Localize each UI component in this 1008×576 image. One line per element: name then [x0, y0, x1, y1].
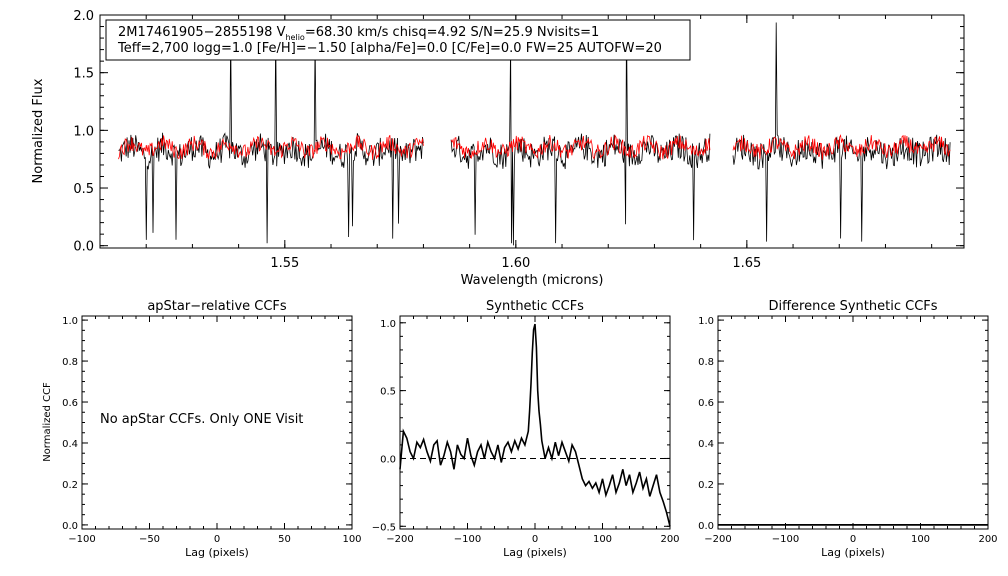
synthetic-axes-frame: [399, 315, 671, 530]
y-tick-label: 0.0: [698, 521, 714, 532]
spectrum-ylabel: Normalized Flux: [31, 78, 46, 183]
x-tick-label: 50: [278, 534, 291, 545]
y-tick-label: −0.5: [372, 522, 396, 533]
apstar-no-data-note: No apStar CCFs. Only ONE Visit: [100, 412, 303, 427]
apstar-xlabel: Lag (pixels): [185, 546, 249, 559]
y-tick-label: 1.0: [73, 124, 94, 139]
difference-ticks: −200 −100 0 100 200 0.0 0.2 0.4 0.6 0.8 1.0: [698, 316, 998, 545]
y-tick-label: 0.0: [73, 240, 94, 255]
synthetic-ticks: −200 −100 0 100 200 −0.5 0.0 0.5 1.0: [372, 316, 680, 545]
difference-xlabel: Lag (pixels): [821, 546, 885, 559]
x-tick-label: −100: [68, 534, 95, 545]
difference-title: Difference Synthetic CCFs: [768, 299, 937, 314]
x-tick-label: 0: [214, 534, 220, 545]
synthetic-ccf-panel: −200 −100 0 100 200 −0.5 0.0 0.5 1.0 Synthetic C…: [372, 299, 680, 559]
synthetic-series: [399, 323, 671, 527]
y-tick-label: 1.0: [698, 316, 714, 327]
y-tick-label: 0.6: [698, 398, 714, 409]
x-tick-label: −50: [139, 534, 160, 545]
x-tick-label: 200: [978, 534, 997, 545]
spectrum-model-line: [118, 134, 951, 160]
synthetic-ccf-line: [399, 323, 671, 527]
y-tick-label: 0.6: [62, 398, 78, 409]
y-tick-label: 0.0: [62, 521, 78, 532]
spectrum-annotation-box: 2M17461905−2855198 Vhelio=68.30 km/s chi…: [105, 19, 691, 61]
spectrum-xlabel: Wavelength (microns): [461, 273, 604, 288]
x-tick-label: 200: [660, 534, 679, 545]
apstar-title: apStar−relative CCFs: [147, 299, 287, 314]
y-tick-label: 0.5: [380, 387, 396, 398]
y-tick-label: 0.8: [62, 357, 78, 368]
y-tick-label: 0.4: [698, 439, 714, 450]
apstar-ticks: −100 −50 0 50 100 0.0 0.2 0.4 0.6 0.8 1.0: [62, 316, 362, 545]
x-tick-label: −200: [386, 534, 413, 545]
annotation-line1-a: 2M17461905−2855198 V: [118, 25, 286, 40]
apstar-ylabel: Normalized CCF: [42, 382, 53, 462]
x-tick-label: 0: [850, 534, 856, 545]
spectrum-series: [118, 15, 951, 246]
spectrum-axes-frame: [99, 14, 965, 249]
y-tick-label: 1.5: [73, 67, 94, 82]
annotation-line1: 2M17461905−2855198 Vhelio=68.30 km/s chi…: [118, 25, 599, 42]
x-tick-label: 0: [532, 534, 538, 545]
x-tick-label: 100: [342, 534, 361, 545]
y-tick-label: 0.8: [698, 357, 714, 368]
x-tick-label: 1.55: [270, 256, 299, 271]
x-tick-label: 1.60: [501, 256, 530, 271]
synthetic-title: Synthetic CCFs: [486, 299, 584, 314]
annotation-line1-b: =68.30 km/s chisq=4.92 S/N=25.9 Nvisits=…: [305, 25, 600, 40]
y-tick-label: 0.5: [73, 182, 94, 197]
spectrum-ticks: 1.55 1.60 1.65 0.0 0.5 1.0 1.5 2.0: [73, 9, 964, 271]
spectrum-panel: 1.55 1.60 1.65 0.0 0.5 1.0 1.5 2.0 2M17461905−2…: [31, 9, 965, 288]
y-tick-label: 1.0: [62, 316, 78, 327]
x-tick-label: 100: [911, 534, 930, 545]
annotation-line2: Teff=2,700 logg=1.0 [Fe/H]=−1.50 [alpha/…: [117, 41, 662, 56]
y-tick-label: 0.2: [62, 480, 78, 491]
y-tick-label: 0.0: [380, 454, 396, 465]
x-tick-label: −200: [704, 534, 731, 545]
y-tick-label: 0.4: [62, 439, 78, 450]
x-tick-label: 1.65: [732, 256, 761, 271]
x-tick-label: −100: [772, 534, 799, 545]
y-tick-label: 2.0: [73, 9, 94, 24]
difference-ccf-panel: −200 −100 0 100 200 0.0 0.2 0.4 0.6 0.8 1.0 Differ…: [698, 299, 997, 559]
y-tick-label: 1.0: [380, 319, 396, 330]
synthetic-xlabel: Lag (pixels): [503, 546, 567, 559]
x-tick-label: 100: [593, 534, 612, 545]
y-tick-label: 0.2: [698, 480, 714, 491]
apstar-ccf-panel: −100 −50 0 50 100 0.0 0.2 0.4 0.6 0.8 1.0 apStar−r…: [42, 299, 362, 559]
annotation-frame: [105, 19, 691, 61]
annotation-line1-subscript: helio: [285, 33, 304, 42]
x-tick-label: −100: [454, 534, 481, 545]
difference-axes-frame: [717, 315, 989, 530]
